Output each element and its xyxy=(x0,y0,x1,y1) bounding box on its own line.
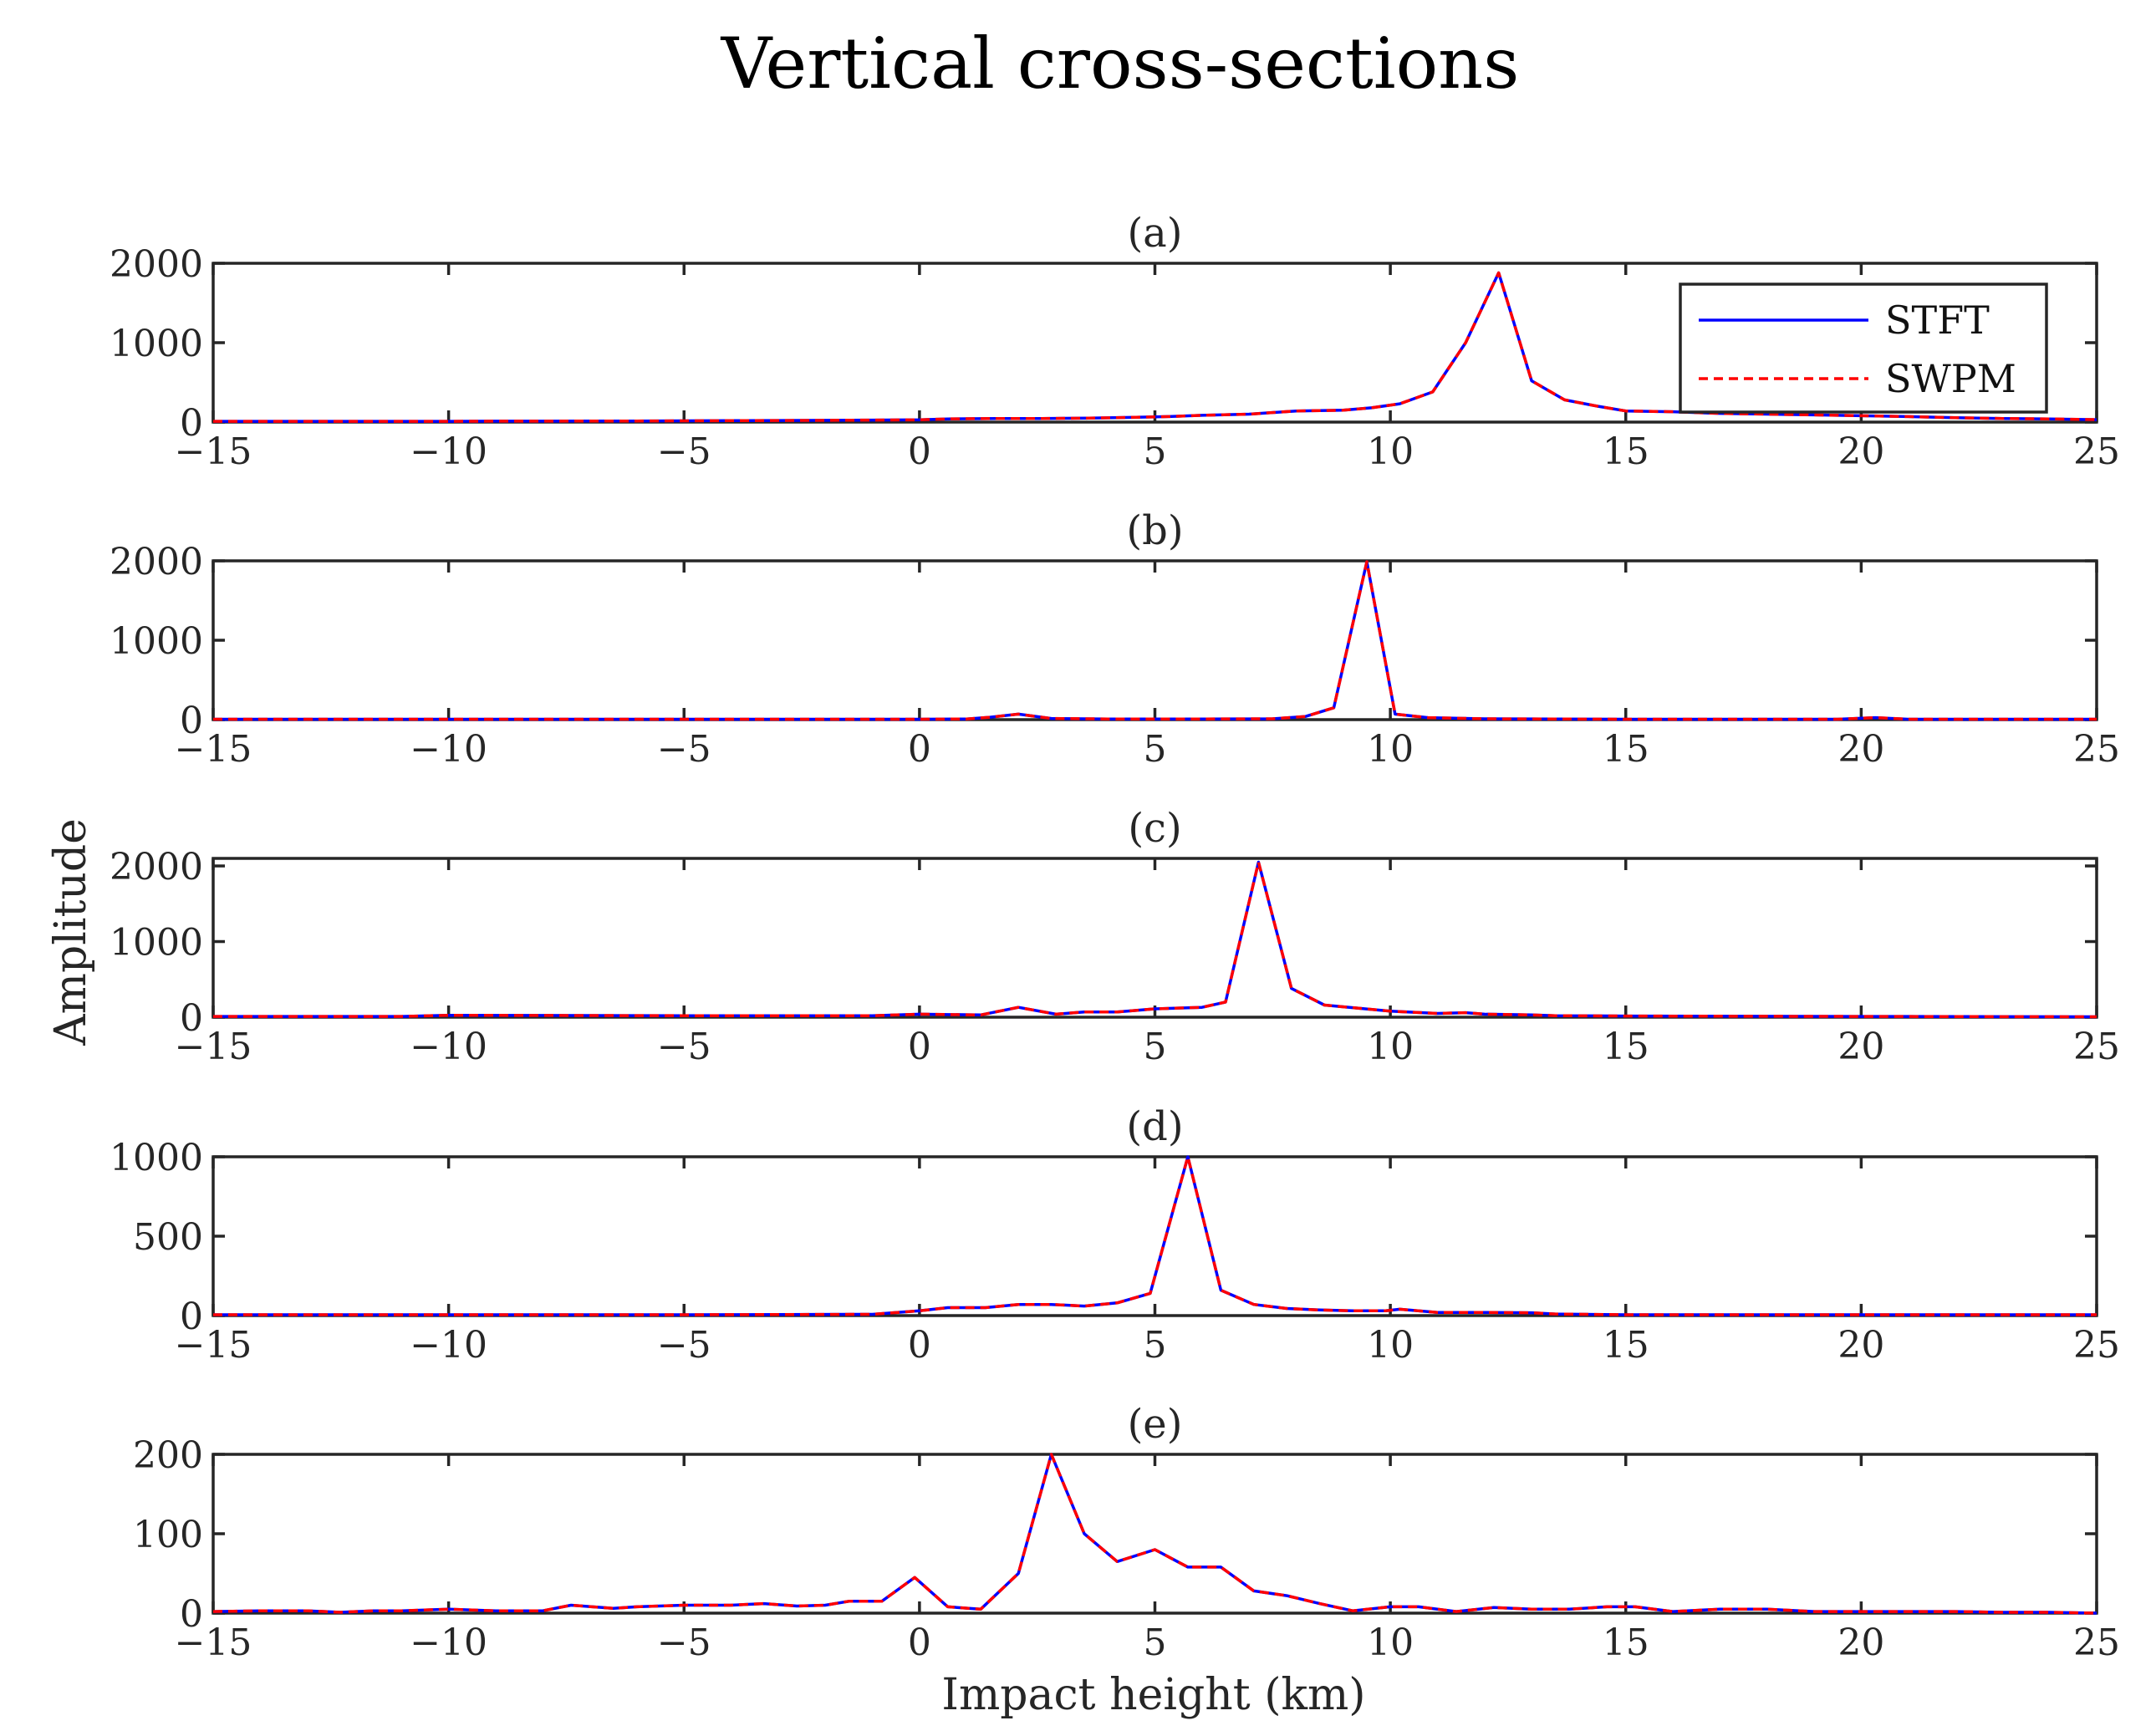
x-tick-label: 10 xyxy=(1367,1621,1414,1664)
y-tick-label: 500 xyxy=(133,1216,203,1259)
x-tick-label: 5 xyxy=(1144,728,1167,771)
y-tick-label: 2000 xyxy=(110,243,203,286)
y-tick-label: 2000 xyxy=(110,541,203,583)
x-tick-label: −5 xyxy=(657,430,711,473)
x-tick-label: 25 xyxy=(2073,1621,2120,1664)
x-tick-label: 20 xyxy=(1837,1324,1884,1367)
y-tick-label: 0 xyxy=(180,997,203,1040)
y-tick-label: 100 xyxy=(133,1514,203,1556)
x-tick-label: −15 xyxy=(175,430,252,473)
y-tick-label: 200 xyxy=(133,1434,203,1477)
x-tick-label: 15 xyxy=(1603,1621,1649,1664)
y-axis-label: Amplitude xyxy=(46,818,96,1046)
x-tick-label: −10 xyxy=(410,1026,487,1068)
x-tick-label: −15 xyxy=(175,1026,252,1068)
legend-box xyxy=(1679,283,2048,414)
x-tick-label: −5 xyxy=(657,728,711,771)
subplot-title: (b) xyxy=(1126,507,1183,554)
subplot-2: (b) −15 −10 −5 0 5 10 15 20 25 0 1000 2000 xyxy=(110,507,2120,771)
x-tick-label: 0 xyxy=(908,728,931,771)
x-tick-label: −10 xyxy=(410,430,487,473)
subplot-4: (d) −15 −10 −5 0 5 10 15 20 25 0 500 1000 xyxy=(110,1103,2120,1367)
y-tick-label: 1000 xyxy=(110,1137,203,1179)
x-tick-label: 5 xyxy=(1144,430,1167,473)
series-line-stft xyxy=(213,271,2097,423)
plot-frame xyxy=(212,1453,2098,1615)
x-axis-label: Impact height (km) xyxy=(941,1670,1365,1720)
x-tick-label: 10 xyxy=(1367,430,1414,473)
x-tick-label: 5 xyxy=(1144,1026,1167,1068)
y-tick-label: 0 xyxy=(180,402,203,445)
x-tick-label: 20 xyxy=(1837,1621,1884,1664)
subplot-title: (a) xyxy=(1127,210,1182,257)
x-tick-label: 15 xyxy=(1603,1324,1649,1367)
x-tick-label: −10 xyxy=(410,728,487,771)
x-tick-label: 0 xyxy=(908,1324,931,1367)
series-line-swpm xyxy=(213,560,2097,721)
x-tick-label: −15 xyxy=(175,728,252,771)
x-tick-label: 15 xyxy=(1603,1026,1649,1068)
subplot-3: (c) −15 −10 −5 0 5 10 15 20 25 0 1000 2000 xyxy=(110,805,2120,1068)
subplot-title: (d) xyxy=(1126,1103,1183,1150)
x-tick-label: 20 xyxy=(1837,728,1884,771)
plot-frame xyxy=(212,559,2098,721)
legend-label: STFT xyxy=(1885,298,1990,343)
x-tick-label: 0 xyxy=(908,1026,931,1068)
x-tick-label: 25 xyxy=(2073,1324,2120,1367)
subplot-5: (e) −15 −10 −5 0 5 10 15 20 25 0 100 200 xyxy=(133,1401,2120,1664)
x-tick-label: −5 xyxy=(657,1621,711,1664)
y-tick-label: 0 xyxy=(180,1593,203,1636)
x-tick-label: 0 xyxy=(908,1621,931,1664)
y-tick-label: 1000 xyxy=(110,620,203,663)
x-tick-label: 25 xyxy=(2073,1026,2120,1068)
x-tick-label: 20 xyxy=(1837,430,1884,473)
series-line-swpm xyxy=(213,860,2097,1019)
x-tick-label: −10 xyxy=(410,1621,487,1664)
legend: STFT SWPM xyxy=(1679,283,2048,414)
y-tick-label: 1000 xyxy=(110,922,203,965)
y-tick-label: 1000 xyxy=(110,323,203,365)
x-tick-label: 10 xyxy=(1367,1324,1414,1367)
subplot-title: (e) xyxy=(1128,1401,1183,1448)
series-line-swpm xyxy=(213,1155,2097,1316)
x-tick-label: 10 xyxy=(1367,728,1414,771)
x-tick-label: −15 xyxy=(175,1621,252,1664)
x-tick-label: −5 xyxy=(657,1026,711,1068)
x-tick-label: 0 xyxy=(908,430,931,473)
y-tick-label: 0 xyxy=(180,700,203,742)
x-tick-label: 15 xyxy=(1603,430,1649,473)
x-tick-label: 25 xyxy=(2073,728,2120,771)
x-tick-label: 20 xyxy=(1837,1026,1884,1068)
series-line-swpm xyxy=(212,1453,2097,1615)
x-tick-label: 10 xyxy=(1367,1026,1414,1068)
plot-frame xyxy=(212,1155,2098,1317)
x-tick-label: −15 xyxy=(175,1324,252,1367)
figure-title: Vertical cross-sections xyxy=(721,23,1520,104)
x-tick-label: −10 xyxy=(410,1324,487,1367)
plot-frame xyxy=(212,857,2098,1019)
y-tick-label: 0 xyxy=(180,1296,203,1338)
x-tick-label: −5 xyxy=(657,1324,711,1367)
x-tick-label: 15 xyxy=(1603,728,1649,771)
legend-label: SWPM xyxy=(1885,356,2016,401)
x-tick-label: 25 xyxy=(2073,430,2120,473)
y-tick-label: 2000 xyxy=(110,846,203,888)
x-tick-label: 5 xyxy=(1144,1621,1167,1664)
subplot-title: (c) xyxy=(1128,805,1181,852)
x-tick-label: 5 xyxy=(1144,1324,1167,1367)
